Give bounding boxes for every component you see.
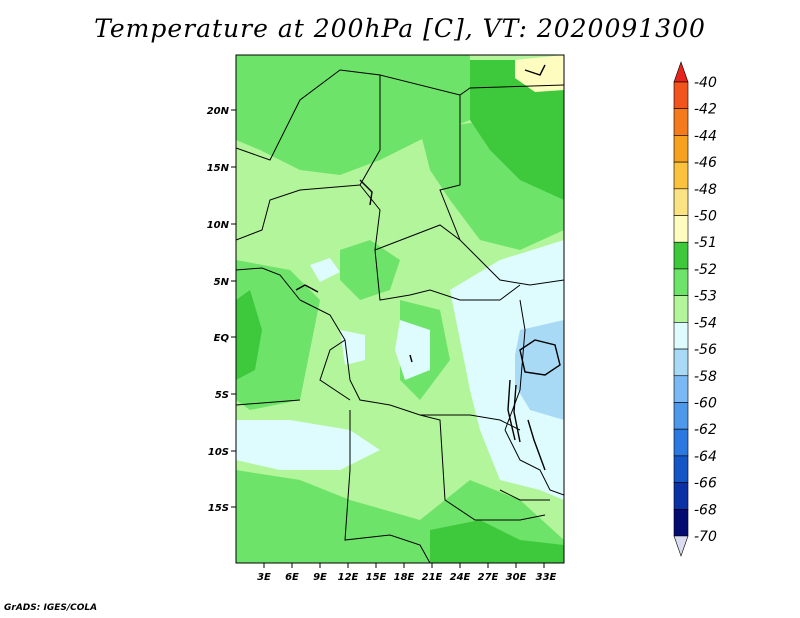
colorbar-label: -52 [694,262,717,278]
lon-tick-label: 33E [536,572,557,583]
country-borders [236,69,564,563]
colorbar-swatch [673,108,689,136]
colorbar-swatch [673,535,689,557]
lon-tick-label: 6E [285,572,299,583]
colorbar-swatch [673,61,689,83]
colorbar-swatch [673,268,689,296]
colorbar-label: -51 [694,235,717,251]
lon-tick-label: 18E [394,572,415,583]
lon-tick-label: 15E [366,572,387,583]
lat-tick-label: 5S [215,390,229,401]
colorbar: -40 -42 -44 -46 -48 -50 -51 -52 -53 -54 -56 -58 -60 -… [673,61,717,557]
colorbar-label: -60 [694,395,717,411]
lon-tick-label: 9E [313,572,327,583]
colorbar-label: -44 [694,128,717,144]
lat-tick-label: 15N [207,163,230,174]
map-frame [235,54,565,564]
colorbar-swatch [673,402,689,430]
colorbar-swatch [673,322,689,350]
colorbar-label: -62 [694,422,717,438]
colorbar-label: -42 [694,102,717,118]
lon-ticks [263,563,545,568]
lon-tick-label: 24E [450,572,471,583]
lakes [295,64,561,471]
colorbar-swatch [673,135,689,163]
lon-tick-label: 27E [478,572,499,583]
colorbar-label: -66 [694,476,717,492]
lat-tick-label: EQ [214,333,230,344]
lon-tick-label: 12E [338,572,359,583]
colorbar-label: -64 [694,449,717,465]
lon-tick-label: 3E [257,572,271,583]
colorbar-label: -40 [694,75,717,91]
colorbar-label: -46 [694,155,717,171]
colorbar-swatch [673,295,689,323]
colorbar-swatch [673,375,689,403]
colorbar-swatch [673,81,689,110]
lat-tick-label: 5N [214,277,230,288]
colorbar-label: -56 [694,342,717,358]
lon-tick-label: 21E [422,572,443,583]
colorbar-label: -70 [694,529,717,545]
colorbar-swatch [673,188,689,216]
colorbar-swatch [673,161,689,190]
lat-tick-labels: 20N 15N 10N 5N EQ 5S 10S 15S [207,106,230,514]
colorbar-swatch [673,428,689,457]
colorbar-swatch [673,508,689,537]
colorbar-swatch [673,348,689,377]
colorbar-label: -53 [694,289,717,305]
lon-tick-labels: 3E 6E 9E 12E 15E 18E 21E 24E 27E 30E 33E [257,572,556,583]
lat-tick-label: 15S [208,503,229,514]
chart-title: Temperature at 200hPa [C], VT: 202009130… [94,14,706,43]
lon-tick-label: 30E [506,572,527,583]
colorbar-label: -58 [694,369,717,385]
colorbar-label: -68 [694,502,717,518]
temperature-field [236,55,564,563]
credit-label: GrADS: IGES/COLA [4,603,98,613]
lat-ticks [231,109,236,508]
lat-tick-label: 10S [208,447,229,458]
lat-tick-label: 20N [207,106,230,117]
colorbar-label: -50 [694,209,717,225]
colorbar-swatch [673,241,689,270]
lat-tick-label: 10N [207,220,230,231]
colorbar-swatch [673,215,689,243]
colorbar-label: -54 [694,315,717,331]
colorbar-swatch [673,455,689,483]
colorbar-swatch [673,482,689,510]
colorbar-label: -48 [694,182,717,198]
